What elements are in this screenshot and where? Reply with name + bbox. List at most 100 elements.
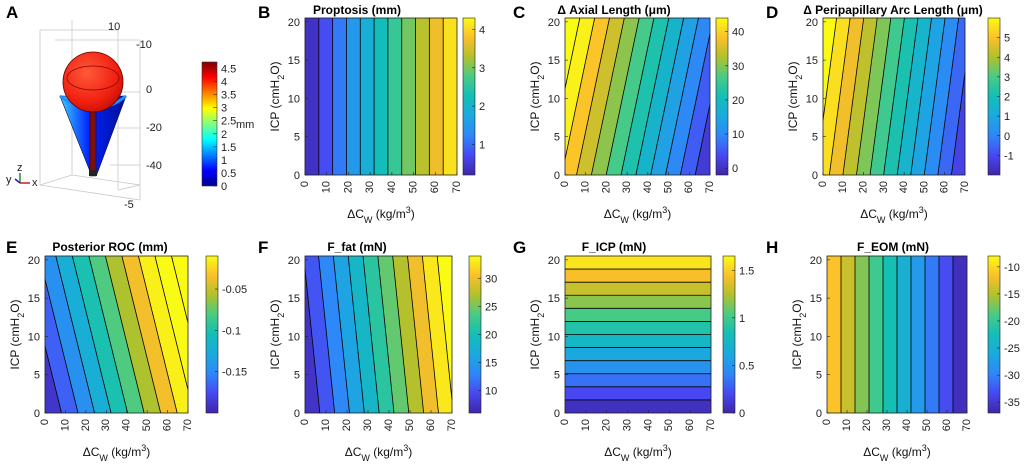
contour-band <box>564 321 712 335</box>
colorbar-tick-label: -20 <box>1004 316 1020 328</box>
x-tick-label: 60 <box>941 419 953 431</box>
y-tick-label: 15 <box>548 55 560 67</box>
displacement-cbar-label: 4 <box>221 77 227 89</box>
colorbar <box>462 17 476 176</box>
y-tick-label: 15 <box>548 293 560 305</box>
h-contour-bands <box>826 255 968 414</box>
x-tick-label: 70 <box>959 181 971 193</box>
x-tick-label: 0 <box>299 419 311 425</box>
displacement-cbar-label: 2.5 <box>221 116 236 128</box>
colorbar-tick-label: 10 <box>732 129 744 141</box>
y-axis-label: ICP (cmH2O) <box>268 61 286 131</box>
globe <box>62 51 124 113</box>
g-contour-lines <box>565 268 711 401</box>
x-tick-label: 40 <box>121 419 133 431</box>
y-tick-label: 5 <box>554 132 560 144</box>
colorbar-tick-label: -10 <box>1004 262 1020 274</box>
y-tick-label: 10 <box>810 331 822 343</box>
x-tick-label: 0 <box>559 181 571 187</box>
x-tick-label: 70 <box>451 181 463 193</box>
panel-f-fat-force: F F_fat (mN) 0 10 20 30 40 50 60 70 0 5 10 15 20 ΔCW … <box>258 238 497 463</box>
y-tick-label: 20 <box>810 255 822 267</box>
colorbar-tick-label: 2 <box>1004 92 1010 104</box>
panel-c-label: C <box>513 3 525 22</box>
plot-frame <box>564 255 712 414</box>
panel-c-title: Δ Axial Length (μm) <box>557 3 670 17</box>
panel-b-title: Proptosis (mm) <box>313 3 401 17</box>
x-tick-label: 20 <box>80 419 92 431</box>
contour-band <box>564 334 712 348</box>
panel-e-plot: 0 10 20 30 40 50 60 70 0 5 10 15 20 ΔCW (kg/m3) ICP (c… <box>8 255 247 463</box>
f-contour-bands <box>304 255 453 414</box>
a-tick-neg5: -5 <box>124 199 134 211</box>
panel-h-title: F_EOM (mN) <box>857 240 929 254</box>
b-contour-lines <box>318 18 444 175</box>
displacement-unit: mm <box>236 119 254 131</box>
y-tick-label: 15 <box>28 293 40 305</box>
x-tick-label: 70 <box>961 419 973 431</box>
contour-band <box>346 17 361 176</box>
y-tick-label: 10 <box>28 331 40 343</box>
displacement-cbar-label: 3 <box>221 103 227 115</box>
panel-g-icp-force: G F_ICP (mN) 0 10 20 30 40 50 60 7005101520ΔCW … <box>513 238 754 463</box>
globe-ring <box>66 65 120 91</box>
x-tick-label: 0 <box>299 181 311 187</box>
x-tick-label: 70 <box>446 419 458 431</box>
x-tick-label: 50 <box>407 181 419 193</box>
panel-a-model: A 10 -10 0 -20 -40 -5 <box>6 3 254 211</box>
y-tick-label: 0 <box>34 408 40 420</box>
y-tick-label: 20 <box>28 255 40 267</box>
plot-frame <box>304 17 458 176</box>
x-tick-label: 30 <box>364 181 376 193</box>
y-tick-label: 10 <box>288 331 300 343</box>
x-tick-label: 50 <box>918 181 930 193</box>
y-axis-label: ICP (cmH2O) <box>786 61 804 131</box>
panel-a-label: A <box>6 3 18 22</box>
x-tick-label: 60 <box>161 419 173 431</box>
contour-band <box>564 255 712 270</box>
colorbar-tick-label: 20 <box>485 330 497 342</box>
colorbar-tick-label: 5 <box>1004 33 1010 45</box>
x-tick-label: 50 <box>141 419 153 431</box>
x-tick-label: 30 <box>362 419 374 431</box>
x-tick-label: 70 <box>182 419 194 431</box>
y-tick-label: 20 <box>548 255 560 267</box>
x-tick-label: 40 <box>386 181 398 193</box>
displacement-cbar-label: 4.5 <box>221 64 236 76</box>
y-tick-label: 5 <box>294 132 300 144</box>
contour-band <box>564 373 712 388</box>
contour-band <box>564 360 712 374</box>
y-axis-label: ICP (cmH2O) <box>528 61 546 131</box>
x-tick-label: 10 <box>59 419 71 431</box>
y-tick-label: 0 <box>554 408 560 420</box>
x-tick-label: 10 <box>837 181 849 193</box>
x-axis-label: ΔCW (kg/m3) <box>83 443 151 463</box>
displacement-cbar-label: 3.5 <box>221 90 236 102</box>
contour-band <box>564 308 712 322</box>
y-tick-label: 15 <box>810 293 822 305</box>
a-tick-neg20: -20 <box>146 122 162 134</box>
x-tick-label: 10 <box>841 419 853 431</box>
contour-band <box>882 255 898 414</box>
h-contour-lines <box>840 256 954 413</box>
contour-band <box>826 255 842 414</box>
panel-c-plot: 0 10 20 30 40 50 60 70 0 5 10 15 20 ΔCW (kg/m3) ICP (c… <box>528 17 744 225</box>
contour-band <box>564 347 712 361</box>
panel-h-eom-force: H F_EOM (mN) 0 10 20 30 40 50 60 70 0 5 10 15 20 ΔCW … <box>766 238 1020 463</box>
x-tick-label: 0 <box>817 181 829 187</box>
y-axis-label: ICP (cmH2O) <box>790 299 808 369</box>
y-tick-label: 5 <box>34 370 40 382</box>
x-tick-label: 50 <box>404 419 416 431</box>
contour-band <box>442 17 458 176</box>
contour-band <box>360 17 375 176</box>
colorbar-tick-label: 30 <box>732 61 744 73</box>
displacement-cbar-label: 2 <box>221 129 227 141</box>
colorbar-tick-label: 0 <box>732 163 738 175</box>
colorbar-tick-label: -1 <box>1004 150 1014 162</box>
colorbar-tick-label: -15 <box>1004 289 1020 301</box>
contour-band <box>387 17 402 176</box>
colorbar-tick-label: 1.5 <box>739 265 754 277</box>
x-tick-label: 0 <box>559 419 571 425</box>
a-tick-neg40: -40 <box>146 160 162 172</box>
